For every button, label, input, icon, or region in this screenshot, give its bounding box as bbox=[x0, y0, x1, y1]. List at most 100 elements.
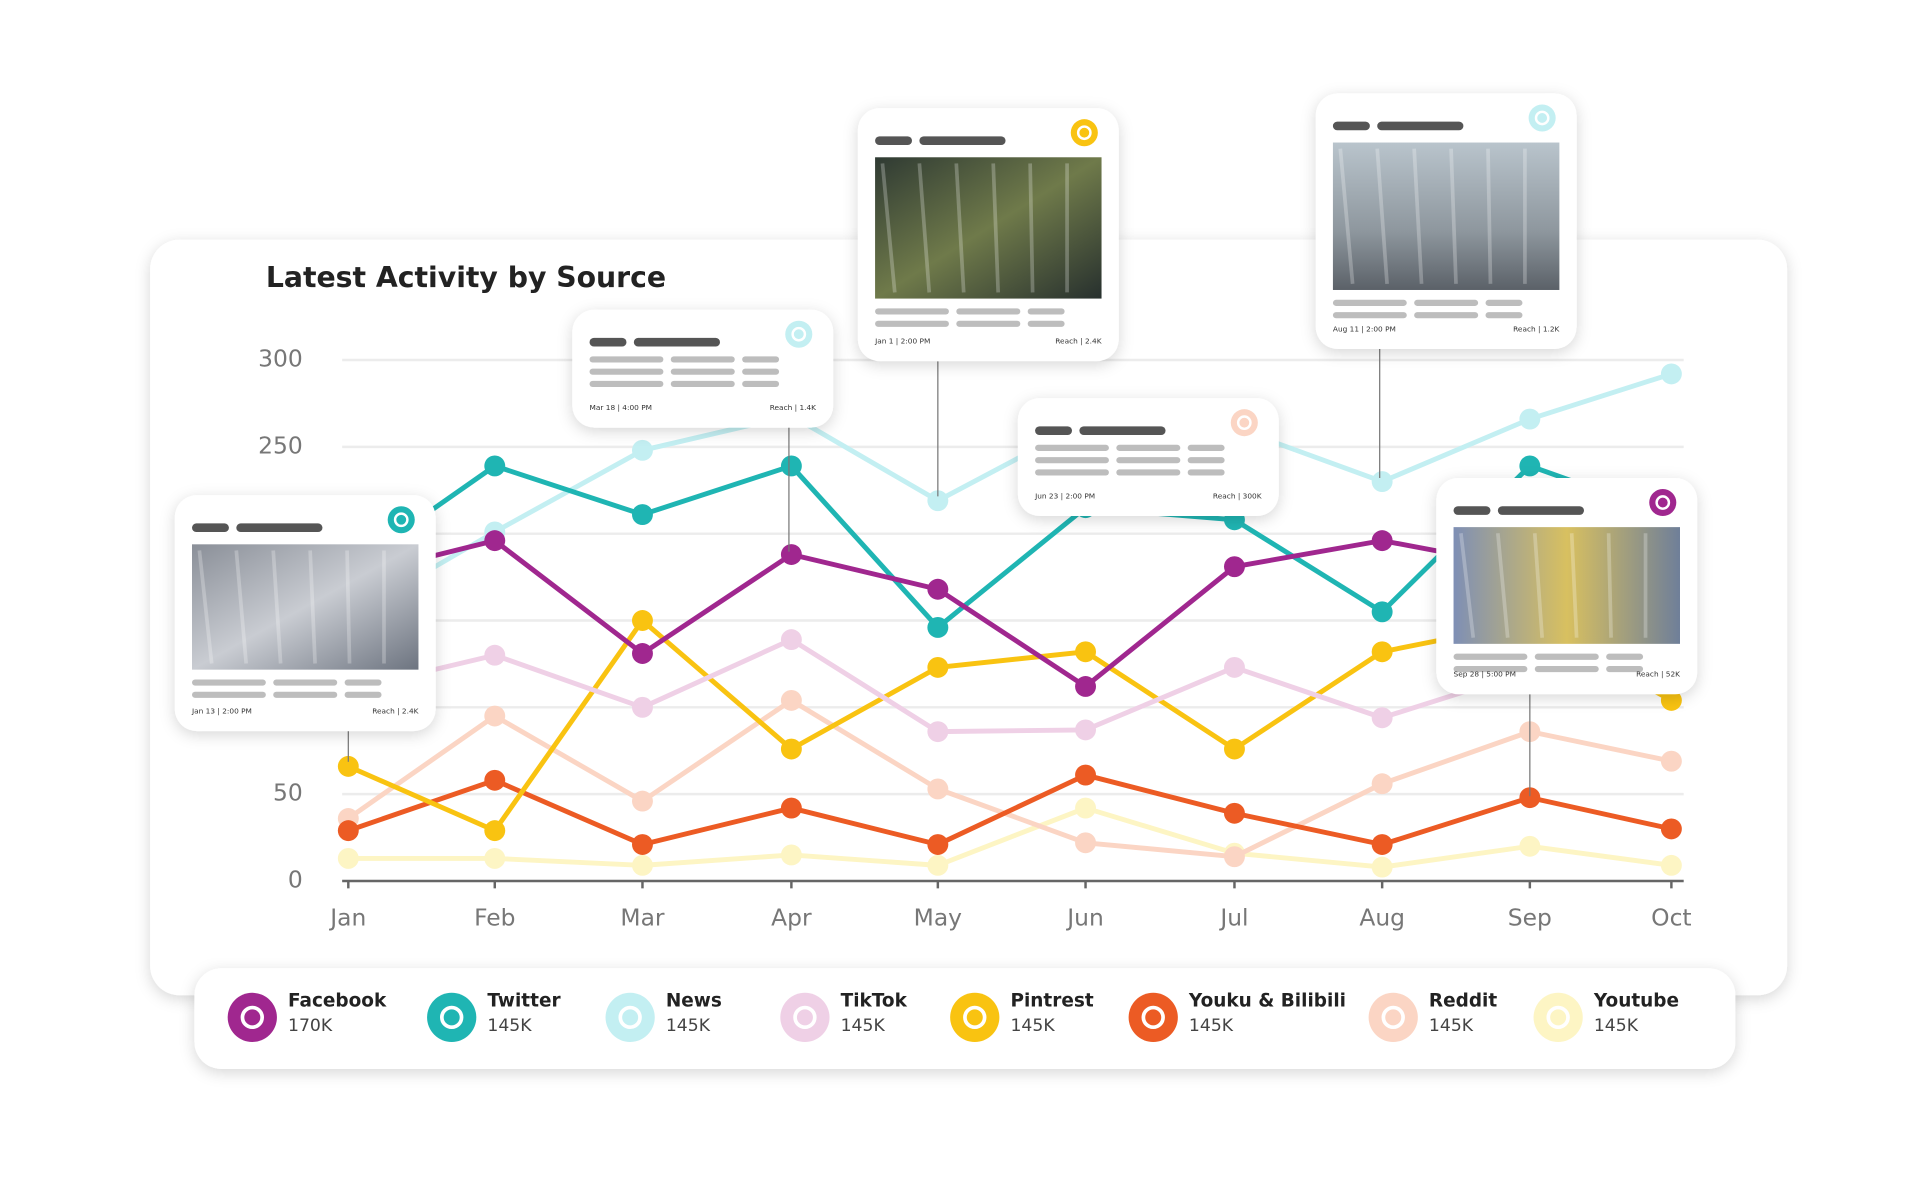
legend-icon bbox=[1368, 992, 1418, 1042]
placeholder bbox=[192, 523, 229, 533]
source-icon bbox=[1070, 119, 1098, 147]
placeholder bbox=[875, 136, 912, 145]
post-date: Aug 11 | 2:00 PM bbox=[1333, 324, 1396, 333]
image-detail bbox=[271, 550, 283, 664]
chart-title: Latest Activity by Source bbox=[266, 261, 666, 294]
legend-name: Facebook bbox=[288, 990, 387, 1011]
data-point bbox=[1660, 818, 1682, 840]
series-line bbox=[347, 772, 1672, 847]
data-point bbox=[1224, 846, 1245, 868]
data-point bbox=[1075, 641, 1096, 663]
placeholder bbox=[670, 380, 735, 388]
image-detail bbox=[954, 163, 966, 293]
post-date: Jan 13 | 2:00 PM bbox=[191, 706, 252, 715]
placeholder bbox=[1035, 444, 1109, 451]
source-icon bbox=[1230, 409, 1258, 437]
placeholder bbox=[919, 136, 1006, 145]
placeholder bbox=[1332, 121, 1370, 131]
data-point bbox=[780, 689, 802, 711]
post-date: Jun 23 | 2:00 PM bbox=[1034, 491, 1095, 500]
data-point bbox=[484, 705, 506, 727]
legend-total: 145K bbox=[1594, 1016, 1639, 1036]
placeholder bbox=[1187, 444, 1225, 451]
post-image bbox=[875, 157, 1102, 299]
placeholder bbox=[875, 320, 949, 327]
icon-glyph bbox=[393, 512, 409, 528]
image-detail bbox=[345, 550, 352, 664]
source-icon bbox=[1649, 489, 1677, 517]
data-point bbox=[780, 455, 802, 477]
placeholder bbox=[1035, 426, 1072, 435]
image-detail bbox=[1028, 163, 1035, 293]
placeholder bbox=[1606, 665, 1644, 673]
placeholder bbox=[1497, 506, 1584, 515]
data-point bbox=[1224, 556, 1245, 578]
data-point bbox=[1075, 764, 1096, 786]
data-point bbox=[337, 755, 359, 777]
post-date: Mar 18 | 4:00 PM bbox=[590, 403, 652, 412]
x-tick-label: Jan bbox=[328, 904, 366, 932]
data-point bbox=[1224, 802, 1245, 824]
legend-total: 145K bbox=[1010, 1016, 1055, 1036]
placeholder bbox=[1534, 653, 1599, 660]
data-point bbox=[780, 544, 802, 565]
image-detail bbox=[1532, 533, 1544, 638]
post-reach: Reach | 2.4K bbox=[372, 706, 418, 715]
data-point bbox=[1371, 530, 1393, 552]
legend-icon-glyph bbox=[440, 1005, 464, 1030]
legend-icon-glyph bbox=[1546, 1005, 1570, 1030]
placeholder bbox=[1116, 457, 1181, 464]
x-tick-label: Feb bbox=[474, 904, 515, 932]
post-card: Jan 1 | 2:00 PM Reach | 2.4K bbox=[857, 108, 1119, 362]
data-point bbox=[927, 656, 949, 678]
data-point bbox=[1371, 834, 1393, 855]
data-point bbox=[484, 820, 506, 842]
placeholder bbox=[1453, 653, 1528, 660]
image-detail bbox=[308, 550, 317, 664]
legend-icon bbox=[227, 992, 277, 1042]
source-icon bbox=[785, 320, 813, 348]
post-reach: Reach | 52K bbox=[1636, 670, 1680, 679]
legend-icon bbox=[605, 992, 655, 1042]
legend-total: 145K bbox=[841, 1016, 886, 1036]
data-point bbox=[1519, 408, 1541, 430]
data-point bbox=[1371, 707, 1393, 729]
placeholder bbox=[742, 368, 780, 375]
placeholder bbox=[589, 356, 664, 363]
legend-icon bbox=[950, 992, 1000, 1042]
placeholder bbox=[236, 523, 323, 533]
placeholder bbox=[1414, 312, 1479, 319]
legend-total: 145K bbox=[666, 1016, 711, 1036]
post-card: Aug 11 | 2:00 PM Reach | 1.2K bbox=[1315, 93, 1577, 349]
post-reach: Reach | 1.2K bbox=[1513, 324, 1559, 333]
x-tick-label: Jul bbox=[1218, 904, 1248, 932]
legend-icon bbox=[780, 992, 830, 1042]
data-point bbox=[927, 834, 949, 855]
post-card: Jun 23 | 2:00 PM Reach | 300K bbox=[1017, 398, 1279, 517]
data-point bbox=[927, 578, 949, 600]
image-detail bbox=[197, 550, 214, 664]
data-point bbox=[632, 504, 653, 526]
placeholder bbox=[1332, 312, 1407, 319]
data-point bbox=[1075, 676, 1096, 697]
image-detail bbox=[917, 163, 932, 293]
placeholder bbox=[192, 691, 266, 698]
data-point bbox=[484, 530, 506, 552]
placeholder bbox=[1534, 665, 1599, 673]
placeholder bbox=[1187, 457, 1225, 464]
data-point bbox=[1075, 832, 1096, 854]
data-point bbox=[484, 847, 506, 869]
series-line bbox=[348, 805, 1672, 870]
data-point bbox=[337, 847, 359, 869]
data-point bbox=[1224, 738, 1245, 760]
legend-icon-glyph bbox=[1141, 1005, 1165, 1030]
data-point bbox=[484, 644, 506, 666]
legend-icon-glyph bbox=[240, 1005, 264, 1030]
series-line bbox=[346, 697, 1672, 860]
data-point bbox=[632, 439, 653, 461]
data-point bbox=[484, 769, 506, 791]
data-point bbox=[1660, 750, 1682, 772]
post-image bbox=[192, 544, 419, 670]
placeholder bbox=[1377, 121, 1464, 131]
